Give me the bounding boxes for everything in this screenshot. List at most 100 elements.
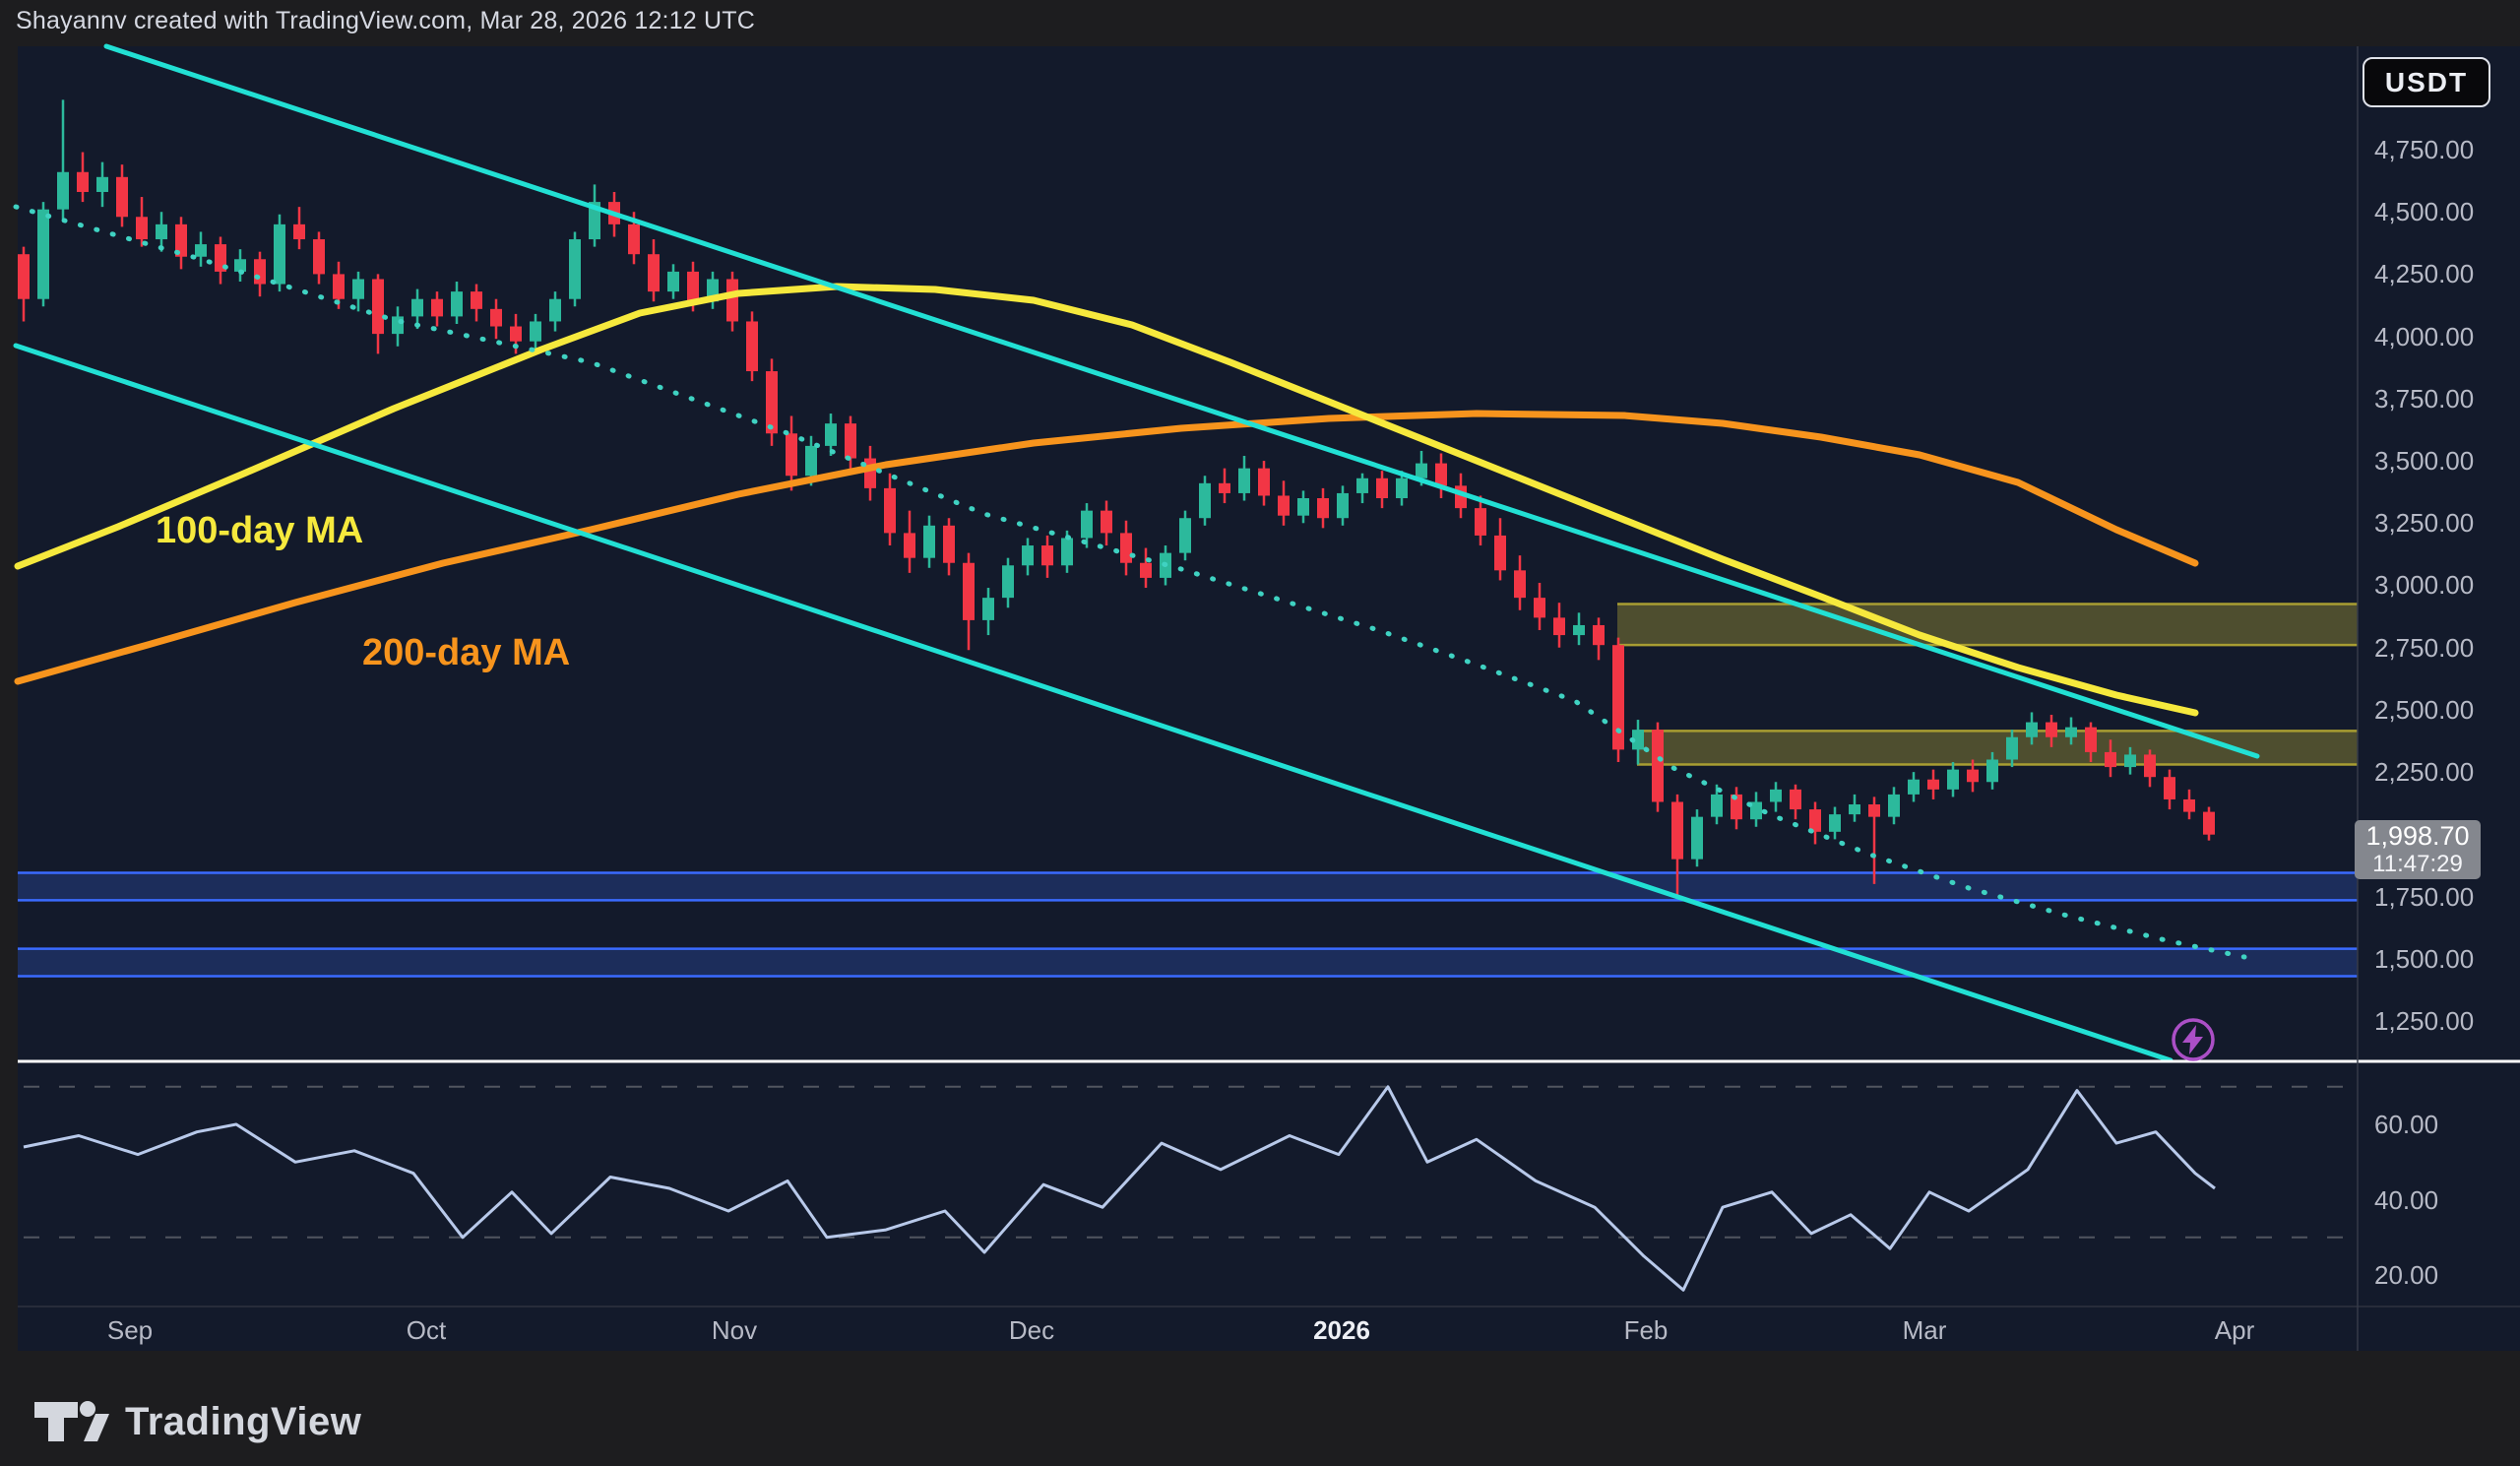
candle bbox=[431, 298, 443, 317]
candle bbox=[234, 259, 246, 272]
candle bbox=[805, 445, 817, 477]
candle bbox=[1002, 565, 1014, 599]
candle bbox=[1514, 570, 1526, 599]
price-tick-label: 4,500.00 bbox=[2374, 197, 2475, 227]
candle bbox=[2105, 751, 2116, 768]
candle bbox=[746, 321, 758, 372]
price-tick-label: 4,750.00 bbox=[2374, 135, 2475, 164]
candle bbox=[1750, 801, 1762, 820]
price-tick-label: 1,250.00 bbox=[2374, 1005, 2475, 1036]
candle bbox=[1927, 779, 1939, 790]
candle bbox=[667, 271, 679, 292]
candle bbox=[1219, 482, 1230, 493]
candle bbox=[726, 279, 738, 322]
candle bbox=[589, 202, 600, 240]
candle bbox=[786, 433, 797, 477]
candle bbox=[392, 316, 404, 335]
attribution-text: Shayannv created with TradingView.com, M… bbox=[16, 7, 756, 34]
resistance-zone bbox=[1617, 604, 2358, 646]
candle bbox=[2203, 811, 2215, 835]
candle bbox=[1258, 468, 1270, 496]
candle bbox=[1671, 801, 1683, 860]
rsi-tick-label: 20.00 bbox=[2374, 1260, 2439, 1290]
time-tick-label: Dec bbox=[1008, 1315, 1055, 1345]
candle bbox=[1986, 759, 1998, 783]
price-tick-label: 3,000.00 bbox=[2374, 570, 2475, 601]
candle bbox=[982, 598, 994, 620]
channel-top-line[interactable] bbox=[103, 43, 2260, 759]
support-zone bbox=[18, 872, 2358, 901]
candle bbox=[1593, 624, 1605, 646]
candle bbox=[1809, 809, 1821, 832]
support-zone bbox=[18, 948, 2358, 977]
candle bbox=[1356, 478, 1368, 493]
candle bbox=[1416, 463, 1427, 478]
rsi-line bbox=[23, 1085, 2216, 1292]
candle bbox=[845, 423, 856, 459]
candle bbox=[333, 274, 345, 299]
rsi-pane bbox=[23, 1085, 2353, 1292]
candle bbox=[1435, 463, 1447, 486]
candle bbox=[1652, 730, 1664, 802]
tradingview-logo[interactable]: TradingView bbox=[32, 1394, 361, 1449]
ma100-line[interactable] bbox=[14, 283, 2199, 717]
price-tick-label: 4,000.00 bbox=[2374, 321, 2475, 351]
candle bbox=[18, 254, 30, 299]
candle bbox=[1238, 468, 1250, 493]
candle bbox=[1534, 598, 1545, 618]
candle bbox=[156, 223, 167, 240]
candle bbox=[884, 487, 896, 534]
candle bbox=[1908, 779, 1920, 795]
channel-bottom-line[interactable] bbox=[13, 343, 2174, 1063]
candle bbox=[2006, 736, 2018, 760]
candle bbox=[411, 298, 423, 317]
price-tick-label: 3,250.00 bbox=[2374, 508, 2475, 539]
resistance-zone bbox=[1637, 731, 2358, 765]
candle bbox=[2065, 727, 2077, 737]
candle bbox=[648, 254, 660, 292]
candle bbox=[766, 371, 778, 434]
tradingview-logo-icon bbox=[34, 1401, 109, 1441]
candle bbox=[195, 244, 207, 257]
candle bbox=[923, 525, 935, 558]
candle bbox=[490, 308, 502, 327]
candle bbox=[1061, 538, 1073, 566]
candle bbox=[1632, 730, 1644, 750]
tradingview-logo-text: TradingView bbox=[125, 1399, 362, 1443]
lightning-alert-button[interactable] bbox=[2170, 1016, 2217, 1063]
candle bbox=[1868, 804, 1880, 817]
candle bbox=[943, 525, 955, 563]
last-price-value: 1,998.70 bbox=[2365, 821, 2470, 852]
indicator-overlays bbox=[13, 43, 2260, 1063]
lightning-icon bbox=[2172, 1018, 2215, 1061]
candle bbox=[1337, 492, 1349, 519]
rsi-tick-label: 40.00 bbox=[2374, 1184, 2439, 1215]
price-tick-label: 1,500.00 bbox=[2374, 943, 2475, 974]
candle bbox=[530, 321, 541, 342]
candle bbox=[1888, 794, 1900, 817]
candle bbox=[1199, 482, 1211, 519]
time-tick-label: Feb bbox=[1623, 1315, 1669, 1345]
price-tick-label: 2,750.00 bbox=[2374, 632, 2475, 663]
dotted-midline-line[interactable] bbox=[13, 204, 2247, 960]
candle bbox=[116, 176, 128, 218]
candle bbox=[1494, 535, 1506, 571]
candle bbox=[687, 271, 699, 302]
candle bbox=[451, 291, 463, 317]
time-tick-label: Nov bbox=[711, 1315, 758, 1345]
candle bbox=[1140, 562, 1152, 578]
candle bbox=[1101, 510, 1112, 534]
time-tick-label: Apr bbox=[2214, 1315, 2255, 1345]
time-tick-label: 2026 bbox=[1313, 1315, 1370, 1345]
candle bbox=[1770, 789, 1782, 802]
candle bbox=[1081, 510, 1093, 539]
price-tick-label: 3,500.00 bbox=[2374, 446, 2475, 477]
candle bbox=[37, 209, 49, 299]
ma200-label: 200-day MA bbox=[362, 632, 571, 673]
candle bbox=[1022, 545, 1034, 566]
candle bbox=[1120, 533, 1132, 563]
quote-currency-badge[interactable]: USDT bbox=[2362, 57, 2490, 107]
candle bbox=[274, 223, 285, 285]
